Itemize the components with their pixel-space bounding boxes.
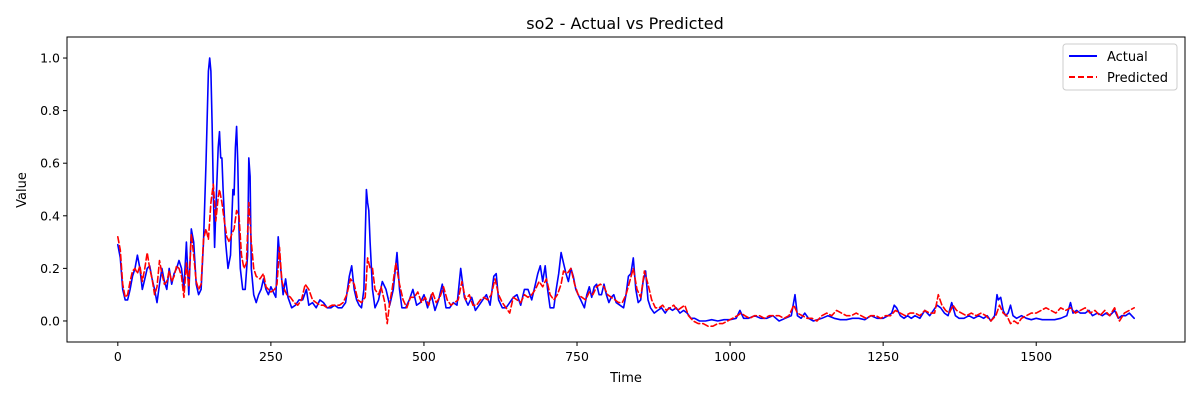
y-tick-label: 1.0	[40, 51, 60, 66]
plot-frame	[66, 36, 1186, 343]
x-tick-label: 750	[565, 349, 589, 364]
x-tick-label: 1250	[867, 349, 899, 364]
legend: Actual Predicted	[1062, 43, 1178, 91]
y-tick-label: 0.8	[40, 103, 60, 118]
series-line-predicted	[117, 183, 1135, 327]
y-tick-label: 0.4	[40, 208, 60, 223]
y-axis: 0.0 0.2 0.4 0.6 0.8 1.0	[40, 51, 67, 328]
legend-label-actual: Actual	[1107, 50, 1148, 65]
x-tick-label: 1000	[714, 349, 746, 364]
series-line-actual	[117, 57, 1135, 322]
x-tick-label: 0	[114, 349, 122, 364]
x-axis: 0 250 500 750 1000 1250 1500	[114, 342, 1052, 364]
plot-area	[66, 36, 1186, 343]
y-tick-label: 0.0	[40, 313, 60, 328]
legend-label-predicted: Predicted	[1107, 71, 1168, 86]
x-tick-label: 1500	[1020, 349, 1052, 364]
y-tick-label: 0.6	[40, 156, 60, 171]
x-axis-label: Time	[609, 371, 642, 386]
x-tick-label: 500	[412, 349, 436, 364]
y-axis-label: Value	[15, 172, 30, 208]
y-tick-label: 0.2	[40, 261, 60, 276]
series-layer	[117, 57, 1135, 327]
x-tick-label: 250	[259, 349, 283, 364]
chart-title: so2 - Actual vs Predicted	[526, 14, 723, 33]
